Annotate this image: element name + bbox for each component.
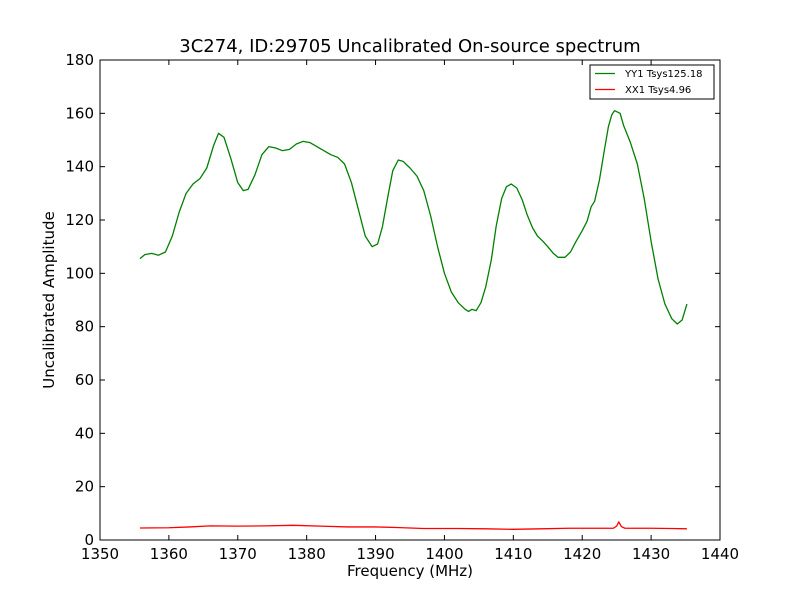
y-tick-label: 40 (75, 424, 94, 442)
x-tick-label: 1440 (701, 545, 739, 563)
x-axis: 1350 1360 1370 1380 1390 1400 1410 1420 1430 1440 (81, 60, 739, 563)
y-tick-label: 60 (75, 371, 94, 389)
x-tick-label: 1370 (219, 545, 257, 563)
x-tick-label: 1390 (356, 545, 394, 563)
legend-label-yy1: YY1 Tsys125.18 (624, 69, 703, 80)
y-tick-label: 0 (84, 531, 94, 549)
x-tick-label: 1430 (632, 545, 670, 563)
x-tick-label: 1360 (150, 545, 188, 563)
y-tick-label: 140 (65, 158, 94, 176)
y-axis-title: Uncalibrated Amplitude (40, 211, 58, 388)
series-layer (139, 110, 688, 530)
y-tick-label: 180 (65, 51, 94, 69)
y-tick-label: 160 (65, 104, 94, 122)
series-line-xx1 (139, 521, 687, 530)
x-tick-label: 1410 (494, 545, 532, 563)
y-tick-label: 80 (75, 318, 94, 336)
y-tick-label: 20 (75, 478, 94, 496)
y-axis: 0 20 40 60 80 100 120 140 160 180 (65, 51, 720, 549)
chart-title: 3C274, ID:29705 Uncalibrated On-source s… (179, 36, 640, 57)
x-tick-label: 1420 (563, 545, 601, 563)
legend-label-xx1: XX1 Tsys4.96 (625, 85, 691, 96)
y-tick-label: 100 (65, 264, 94, 282)
x-tick-label: 1380 (288, 545, 326, 563)
y-tick-label: 120 (65, 211, 94, 229)
x-tick-label: 1350 (81, 545, 119, 563)
series-line-yy1 (139, 110, 688, 325)
x-tick-label: 1400 (425, 545, 463, 563)
x-axis-title: Frequency (MHz) (347, 562, 473, 580)
plot-area (100, 60, 720, 540)
legend-box (589, 64, 715, 100)
legend: YY1 Tsys125.18 XX1 Tsys4.96 (589, 64, 715, 100)
plot-frame (99, 59, 721, 541)
